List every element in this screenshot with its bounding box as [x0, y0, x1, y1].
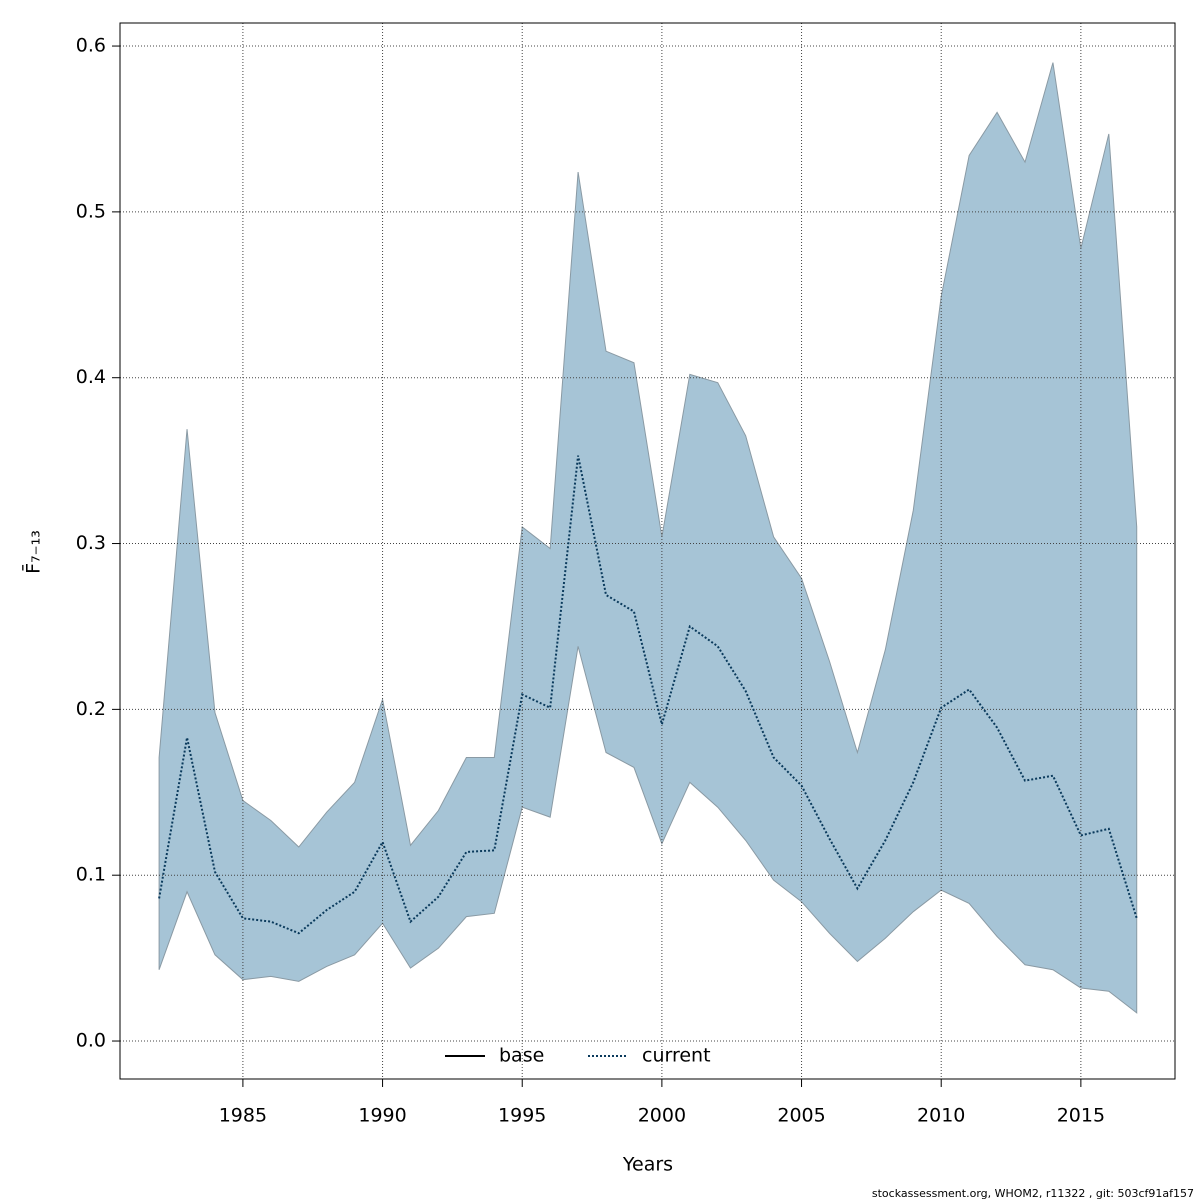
x-tick-label: 2010 [917, 1105, 965, 1127]
confidence-band [158, 62, 1138, 1014]
y-tick-label: 0.1 [76, 864, 106, 886]
y-tick-label: 0.0 [76, 1030, 106, 1052]
y-tick-label: 0.5 [76, 200, 106, 222]
y-axis-label: F̄₇₋₁₃ [20, 530, 44, 574]
y-tick-label: 0.3 [76, 532, 106, 554]
legend-label: current [642, 1045, 711, 1067]
x-tick-label: 1995 [498, 1105, 546, 1127]
series-line [158, 455, 1138, 935]
x-tick-label: 1985 [219, 1105, 267, 1127]
y-tick-label: 0.4 [76, 366, 106, 388]
x-tick-label: 2015 [1057, 1105, 1105, 1127]
x-tick-label: 2005 [777, 1105, 825, 1127]
legend-label: base [499, 1045, 544, 1067]
y-tick-label: 0.2 [76, 698, 106, 720]
plot-frame [119, 22, 1176, 1080]
x-tick-label: 1990 [358, 1105, 406, 1127]
y-tick-label: 0.6 [76, 35, 106, 57]
x-axis-label: Years [622, 1154, 673, 1176]
footer: stockassessment.org, WHOM2, r11322 , git… [872, 1187, 1194, 1200]
x-tick-label: 2000 [638, 1105, 686, 1127]
